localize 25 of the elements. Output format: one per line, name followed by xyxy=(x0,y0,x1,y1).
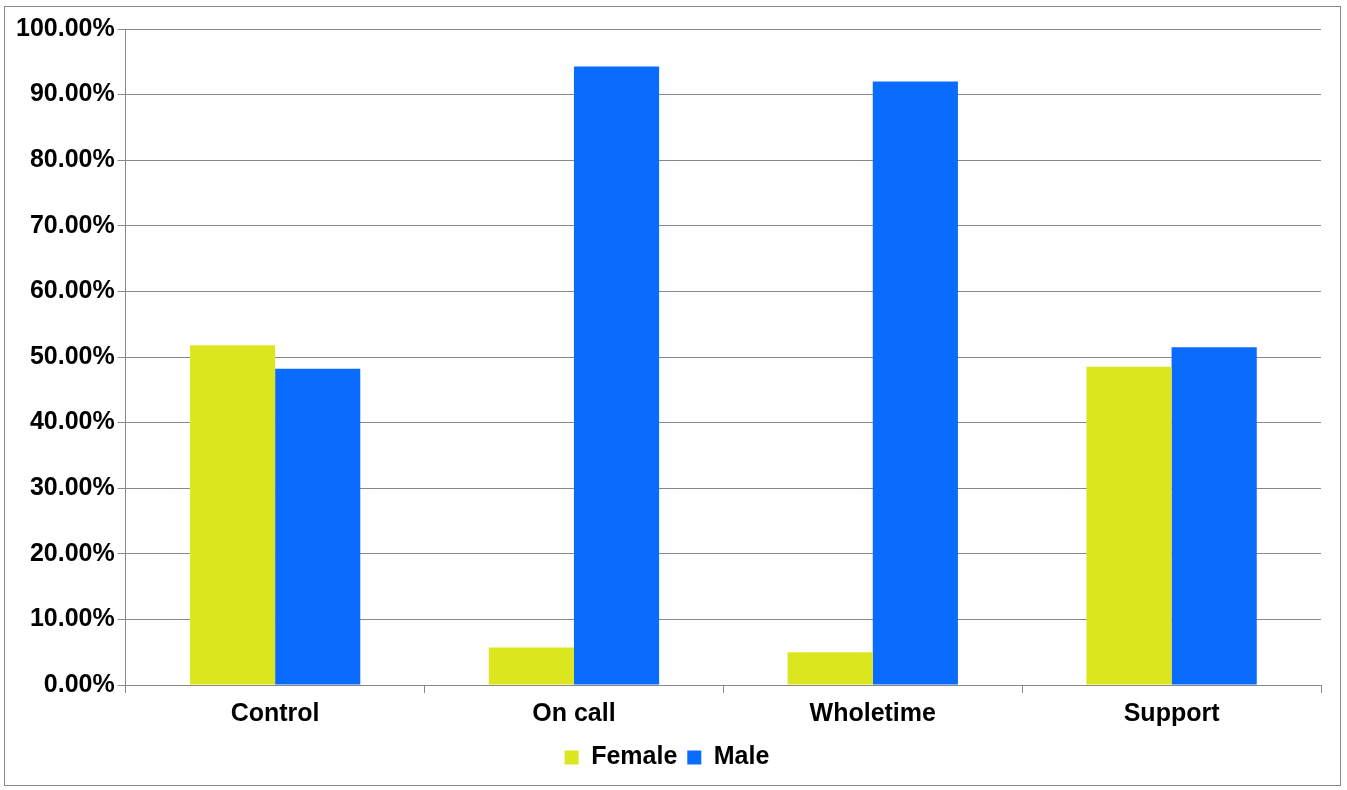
bar xyxy=(573,66,660,685)
bar xyxy=(488,647,574,685)
y-tick-label: 20.00% xyxy=(29,537,115,566)
legend-label: Female xyxy=(591,741,678,770)
y-tick-label: 30.00% xyxy=(29,472,115,501)
bar xyxy=(1086,366,1172,685)
bar xyxy=(275,368,361,685)
bar xyxy=(787,652,873,685)
y-tick-label: 70.00% xyxy=(29,209,115,238)
bar xyxy=(872,81,958,685)
x-tick-label: Control xyxy=(230,697,320,726)
y-tick-label: 100.00% xyxy=(15,12,115,41)
x-tick-label: On call xyxy=(532,697,616,726)
bar xyxy=(1171,347,1257,685)
legend-label: Male xyxy=(713,741,770,770)
x-tick-label: Wholetime xyxy=(809,697,937,726)
y-tick-label: 80.00% xyxy=(29,144,115,173)
y-tick-label: 40.00% xyxy=(29,406,115,435)
bar xyxy=(189,345,276,685)
y-tick-label: 90.00% xyxy=(29,78,115,107)
y-tick-label: 50.00% xyxy=(29,340,115,369)
y-tick-label: 60.00% xyxy=(29,275,115,304)
y-tick-label: 10.00% xyxy=(29,603,115,632)
x-tick-label: Support xyxy=(1123,697,1221,726)
y-tick-label: 0.00% xyxy=(43,668,115,697)
